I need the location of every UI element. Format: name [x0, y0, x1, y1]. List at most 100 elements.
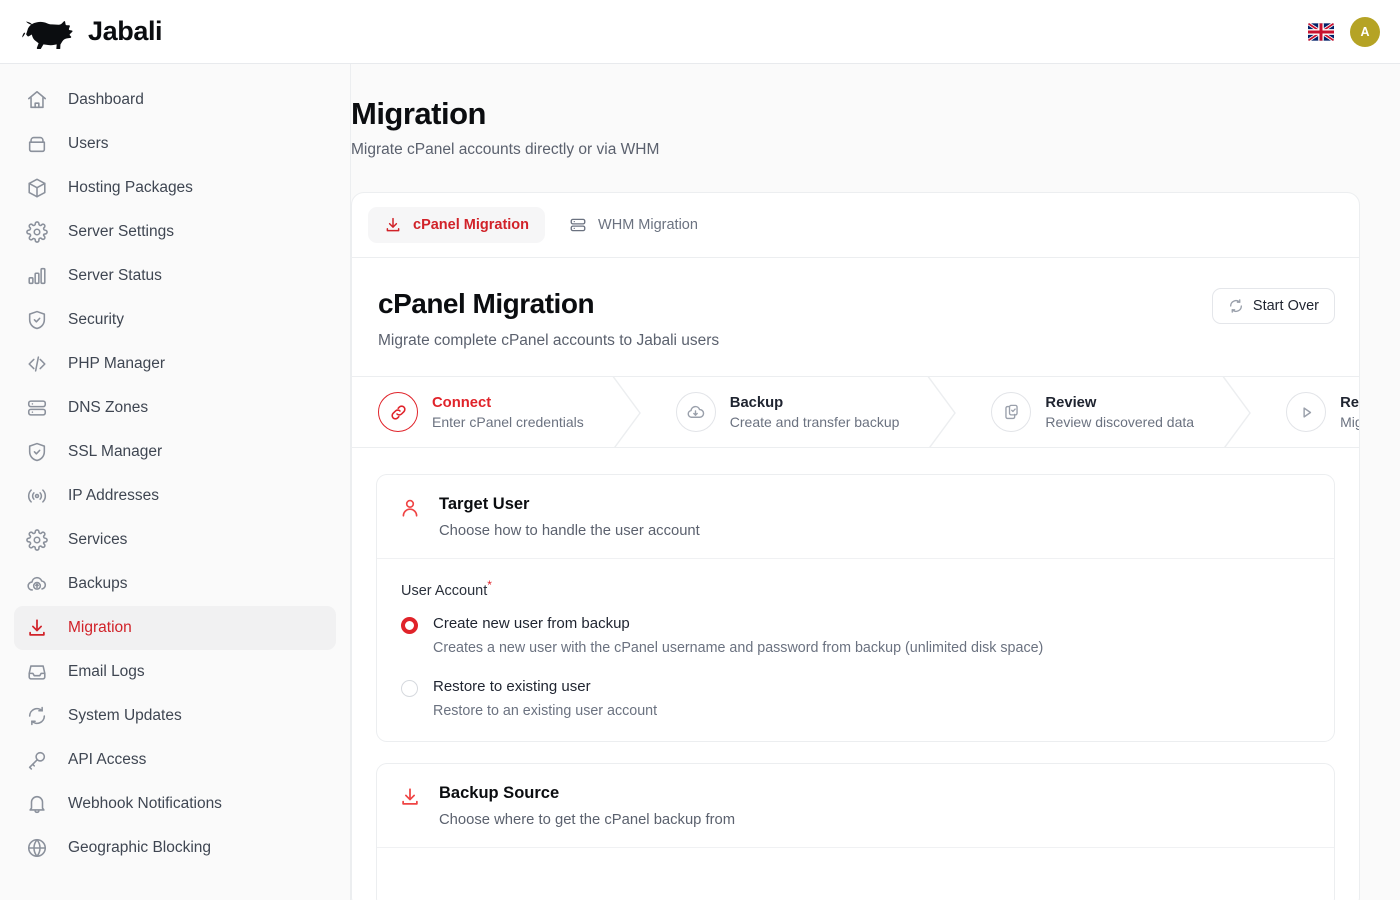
backup-source-body — [377, 848, 1334, 900]
tab-whm-migration[interactable]: WHM Migration — [553, 207, 714, 243]
gear-icon — [26, 221, 48, 243]
page-subtitle: Migrate cPanel accounts directly or via … — [351, 141, 660, 158]
step-name: Review — [1045, 394, 1097, 411]
sidebar-item-services[interactable]: Services — [14, 518, 336, 562]
chevron-right-icon — [612, 377, 641, 447]
sidebar-item-label: Email Logs — [68, 663, 145, 680]
step-backup[interactable]: Backup Create and transfer backup — [650, 377, 922, 447]
sidebar-item-geographic-blocking[interactable]: Geographic Blocking — [14, 826, 336, 870]
section-subtitle: Migrate complete cPanel accounts to Jaba… — [378, 332, 720, 349]
radio-option-restore-existing-user[interactable]: Restore to existing user Restore to an e… — [401, 678, 1312, 719]
step-connect[interactable]: Connect Enter cPanel credentials — [352, 377, 606, 447]
sidebar-item-ip-addresses[interactable]: IP Addresses — [14, 474, 336, 518]
sidebar-item-webhook-notifications[interactable]: Webhook Notifications — [14, 782, 336, 826]
step-separator — [921, 377, 965, 447]
clipboard-check-icon — [1005, 404, 1018, 419]
tab-label: cPanel Migration — [413, 217, 530, 233]
chevron-right-icon — [1222, 377, 1251, 447]
start-over-button[interactable]: Start Over — [1211, 288, 1335, 324]
step-review[interactable]: Review Review discovered data — [965, 377, 1216, 447]
shield-check-icon — [28, 442, 46, 462]
backup-source-header: Backup Source Choose where to get the cP… — [377, 764, 1334, 848]
boar-logo-icon — [22, 20, 73, 49]
sidebar-item-label: DNS Zones — [68, 399, 149, 416]
step-separator — [606, 377, 650, 447]
sidebar-item-hosting-packages[interactable]: Hosting Packages — [14, 166, 336, 210]
uk-flag-icon[interactable] — [1308, 22, 1334, 41]
sidebar-item-dns-zones[interactable]: DNS Zones — [14, 386, 336, 430]
migration-card: cPanel Migration WHM Migration cPanel Mi… — [351, 192, 1360, 900]
sidebar-item-server-status[interactable]: Server Status — [14, 254, 336, 298]
sidebar-item-api-access[interactable]: API Access — [14, 738, 336, 782]
step-circle — [675, 392, 716, 432]
key-icon — [28, 751, 46, 770]
sidebar-item-ssl-manager[interactable]: SSL Manager — [14, 430, 336, 474]
sidebar-item-php-manager[interactable]: PHP Manager — [14, 342, 336, 386]
start-over-label: Start Over — [1252, 298, 1319, 314]
step-restore[interactable]: Restore Migrating — [1260, 377, 1359, 447]
step-name: Restore — [1340, 394, 1359, 411]
bar-chart-icon — [28, 267, 46, 285]
inbox-icon — [28, 665, 46, 680]
sidebar-item-server-settings[interactable]: Server Settings — [14, 210, 336, 254]
sidebar-item-users[interactable]: Users — [14, 122, 336, 166]
sidebar-item-label: Server Status — [68, 267, 162, 284]
user-account-label: User Account* — [401, 578, 1312, 599]
tab-cpanel-migration[interactable]: cPanel Migration — [368, 207, 546, 243]
gear-icon — [26, 529, 48, 551]
server-icon — [27, 400, 47, 416]
radio-option-title: Restore to existing user — [433, 677, 591, 695]
sidebar-item-backups[interactable]: Backups — [14, 562, 336, 606]
sidebar-item-label: System Updates — [68, 707, 182, 724]
step-text: Connect Enter cPanel credentials — [432, 395, 584, 430]
avatar[interactable]: A — [1350, 16, 1380, 47]
sidebar: Dashboard Users Hosting Packages Server … — [0, 64, 351, 900]
sidebar-item-label: Migration — [68, 619, 132, 636]
top-bar-actions: A — [1308, 16, 1380, 47]
brand[interactable]: Jabali — [22, 15, 163, 49]
sidebar-item-email-logs[interactable]: Email Logs — [14, 650, 336, 694]
migration-tabs: cPanel Migration WHM Migration — [352, 193, 1359, 258]
radio-button[interactable] — [401, 616, 418, 634]
download-icon — [402, 788, 418, 805]
radio-option-title: Create new user from backup — [433, 614, 630, 632]
user-account-field: User Account* Create new user from backu… — [377, 559, 1334, 741]
step-separator — [1216, 377, 1260, 447]
cloud-download-icon — [687, 405, 705, 418]
home-icon — [27, 90, 47, 109]
sidebar-item-dashboard[interactable]: Dashboard — [14, 78, 336, 122]
step-desc: Migrating — [1340, 413, 1359, 430]
section-header: cPanel Migration Migrate complete cPanel… — [352, 258, 1359, 376]
radio-option-text: Create new user from backup Creates a ne… — [433, 615, 1043, 656]
step-text: Restore Migrating — [1340, 395, 1359, 430]
backup-source-title: Backup Source — [439, 783, 560, 802]
step-desc: Enter cPanel credentials — [432, 413, 584, 430]
user-icon — [402, 499, 418, 517]
radio-option-desc: Creates a new user with the cPanel usern… — [433, 639, 1044, 656]
radio-option-create-new-user[interactable]: Create new user from backup Creates a ne… — [401, 615, 1312, 656]
sidebar-item-migration[interactable]: Migration — [14, 606, 336, 650]
step-circle — [378, 392, 418, 432]
sidebar-item-label: PHP Manager — [68, 355, 166, 372]
signal-icon — [27, 489, 47, 503]
sidebar-item-label: Server Settings — [68, 223, 174, 240]
chevron-right-icon — [928, 377, 957, 447]
tab-label: WHM Migration — [598, 217, 698, 233]
package-icon — [28, 178, 46, 198]
step-text: Backup Create and transfer backup — [730, 395, 900, 430]
sidebar-item-label: IP Addresses — [68, 487, 160, 504]
user-account-label-text: User Account — [401, 582, 488, 599]
sidebar-item-label: Geographic Blocking — [68, 839, 212, 856]
backup-source-subtitle: Choose where to get the cPanel backup fr… — [439, 811, 736, 828]
backup-source-heading-group: Backup Source Choose where to get the cP… — [439, 784, 735, 828]
code-icon — [28, 356, 46, 372]
sidebar-item-security[interactable]: Security — [14, 298, 336, 342]
radio-option-text: Restore to existing user Restore to an e… — [433, 678, 657, 719]
radio-button[interactable] — [401, 679, 418, 697]
step-name: Backup — [729, 394, 784, 411]
sidebar-item-label: Security — [68, 311, 124, 328]
target-user-subtitle: Choose how to handle the user account — [439, 523, 700, 539]
main-content: Migration Migrate cPanel accounts direct… — [351, 64, 1400, 900]
sidebar-item-system-updates[interactable]: System Updates — [14, 694, 336, 738]
refresh-icon — [1229, 299, 1242, 313]
